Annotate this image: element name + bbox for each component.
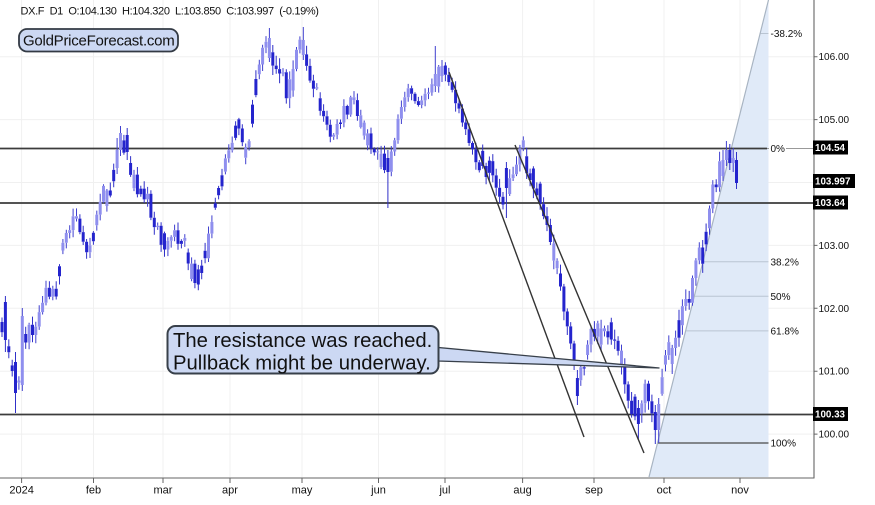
svg-text:mar: mar bbox=[154, 485, 173, 497]
svg-text:-38.2%: -38.2% bbox=[771, 29, 803, 40]
svg-text:sep: sep bbox=[585, 485, 603, 497]
svg-text:100.33: 100.33 bbox=[815, 410, 846, 421]
svg-text:Pullback might be underway.: Pullback might be underway. bbox=[173, 353, 431, 375]
svg-text:feb: feb bbox=[86, 485, 101, 497]
svg-text:The resistance was reached.: The resistance was reached. bbox=[173, 330, 432, 352]
svg-text:jun: jun bbox=[370, 485, 386, 497]
svg-text:may: may bbox=[292, 485, 313, 497]
svg-text:DX.F D1 O:104.130 H:104.320: DX.F D1 O:104.130 H:104.320 L:103.850 C:… bbox=[21, 6, 319, 18]
svg-text:103.997: 103.997 bbox=[815, 177, 851, 188]
svg-text:104.54: 104.54 bbox=[815, 143, 846, 154]
svg-text:2024: 2024 bbox=[9, 485, 33, 497]
svg-text:106.00: 106.00 bbox=[819, 52, 850, 63]
svg-text:103.00: 103.00 bbox=[819, 241, 850, 252]
svg-text:38.2%: 38.2% bbox=[771, 257, 799, 268]
svg-text:61.8%: 61.8% bbox=[771, 326, 799, 337]
svg-text:nov: nov bbox=[731, 485, 749, 497]
svg-text:100.00: 100.00 bbox=[819, 430, 850, 441]
svg-text:0%: 0% bbox=[771, 144, 786, 155]
svg-text:103.64: 103.64 bbox=[815, 198, 846, 209]
svg-text:oct: oct bbox=[657, 485, 672, 497]
svg-text:50%: 50% bbox=[771, 292, 791, 303]
svg-text:105.00: 105.00 bbox=[819, 115, 850, 126]
svg-text:jul: jul bbox=[438, 485, 450, 497]
svg-text:101.00: 101.00 bbox=[819, 367, 850, 378]
svg-text:102.00: 102.00 bbox=[819, 304, 850, 315]
svg-text:aug: aug bbox=[513, 485, 531, 497]
svg-text:GoldPriceForecast.com: GoldPriceForecast.com bbox=[23, 33, 174, 50]
svg-text:apr: apr bbox=[222, 485, 238, 497]
svg-text:100%: 100% bbox=[771, 439, 797, 450]
